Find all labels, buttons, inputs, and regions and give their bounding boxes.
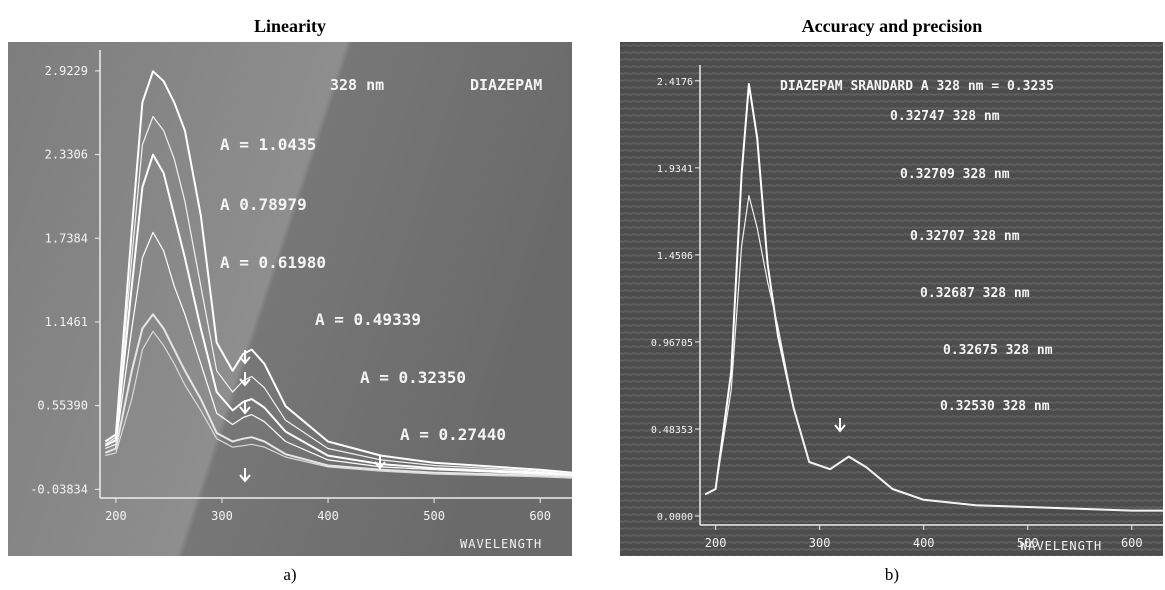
annotation: 0.32709 328 nm [900,167,1010,182]
annotation: 0.32687 328 nm [920,286,1030,301]
spectrum-line [104,313,573,478]
y-tick-label: -0.03834 [30,482,88,496]
x-tick-label: 300 [809,536,831,550]
x-axis-label: WAVELENGTH [1020,539,1102,553]
x-tick-label: 200 [105,509,127,523]
spectrum-line [105,330,573,479]
annotation: A = 0.32350 [360,368,466,387]
annotation: 0.32530 328 nm [940,399,1050,414]
y-tick-label: 2.3306 [45,148,88,162]
y-tick-label: 2.4176 [657,77,693,88]
annotation: A = 0.49339 [315,310,421,329]
y-tick-label: 1.9341 [657,164,693,175]
spectrum-line [104,115,573,475]
x-axis-label: WAVELENGTH [460,537,542,551]
y-tick-label: 0.0000 [657,512,693,523]
annotation: A = 0.27440 [400,425,506,444]
annotation: DIAZEPAM [470,76,542,94]
x-tick-label: 600 [529,509,551,523]
x-tick-label: 600 [1121,536,1143,550]
panel-title: Accuracy and precision [802,16,983,36]
x-tick-label: 500 [423,509,445,523]
spectrum-line [105,231,573,478]
spectrum-line [104,70,573,474]
screen-photo [8,42,572,556]
annotation: A = 1.0435 [220,135,316,154]
annotation: A 0.78979 [220,195,307,214]
panel-caption: a) [283,565,296,584]
y-tick-label: 1.1461 [45,315,88,329]
panel-title: Linearity [254,16,326,36]
annotation: 0.32747 328 nm [890,109,1000,124]
annotation: A = 0.61980 [220,253,326,272]
x-tick-label: 500 [1017,536,1039,550]
annotation: 0.32707 328 nm [910,229,1020,244]
y-tick-label: 0.96705 [651,338,693,349]
spectrum-line [704,195,1163,512]
screen-photo [620,42,1163,556]
y-tick-label: 2.9229 [45,64,88,78]
y-tick-label: 1.7384 [45,231,88,245]
panel-caption: b) [885,565,899,584]
x-tick-label: 300 [211,509,233,523]
y-tick-label: 1.4506 [657,251,693,262]
spectrum-line [104,153,573,477]
y-tick-label: 0.48353 [651,425,693,436]
x-tick-label: 400 [317,509,339,523]
annotation: 0.32675 328 nm [943,343,1053,358]
annotation: DIAZEPAM SRANDARD A 328 nm = 0.3235 [780,79,1054,94]
y-tick-label: 0.55390 [37,399,88,413]
x-tick-label: 200 [705,536,727,550]
annotation: 328 nm [330,76,384,94]
x-tick-label: 400 [913,536,935,550]
